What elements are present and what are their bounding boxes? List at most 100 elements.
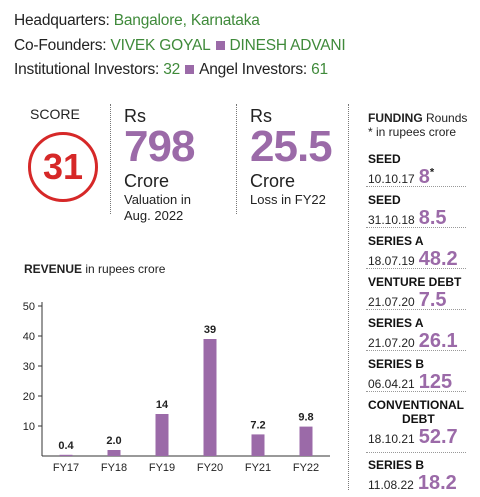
valuation-value: 798	[124, 122, 195, 171]
funding-round: SEED 10.10.17 8*	[368, 152, 434, 189]
angel-value: 61	[311, 61, 328, 78]
square-bullet-icon	[185, 64, 195, 74]
square-bullet-icon	[215, 40, 225, 50]
data-label: 9.8	[298, 412, 313, 424]
cofounders-row: Co-Founders: VIVEK GOYAL DINESH ADVANI	[14, 37, 346, 55]
round-amount: 48.2	[418, 248, 458, 270]
funding-round: SERIES A 18.07.19 48.2	[368, 234, 458, 271]
score-badge: 31	[28, 132, 98, 202]
cofounder-1: VIVEK GOYAL	[110, 37, 211, 54]
funding-subtitle: * in rupees crore	[368, 125, 457, 139]
bar	[155, 414, 169, 456]
round-amount: 125	[418, 371, 453, 393]
round-amount: 8	[418, 166, 430, 188]
round-type-2: DEBT	[402, 412, 435, 426]
x-tick-label: FY20	[197, 462, 223, 474]
separator	[366, 452, 466, 453]
loss-stat: Rs 25.5 Crore Loss in FY22	[250, 106, 333, 208]
round-type: SERIES B	[368, 458, 425, 472]
separator	[366, 268, 466, 269]
data-label: 0.4	[58, 440, 74, 452]
bar	[203, 339, 217, 456]
revenue-title-bold: REVENUE	[24, 262, 83, 276]
valuation-sub-1: Valuation in	[124, 192, 191, 207]
loss-unit: Rs	[250, 106, 272, 126]
bar	[251, 434, 265, 456]
round-type: SERIES B	[368, 357, 425, 371]
y-tick-label: 40	[23, 331, 35, 343]
score-value: 31	[42, 146, 84, 187]
funding-round: SEED 31.10.18 8.5	[368, 193, 447, 230]
round-type: VENTURE DEBT	[368, 275, 462, 289]
round-type: SEED	[368, 152, 401, 166]
y-tick-label: 50	[23, 301, 35, 313]
bar	[299, 426, 313, 456]
data-label: 2.0	[106, 435, 121, 447]
investors-row: Institutional Investors: 32 Angel Investo…	[14, 61, 328, 79]
inst-value: 32	[163, 61, 181, 78]
funding-title: FUNDING Rounds * in rupees crore	[368, 111, 467, 139]
funding-round: SERIES B 11.08.22 18.2	[368, 458, 457, 495]
round-date: 06.04.21	[368, 377, 415, 391]
round-date: 11.08.22	[368, 478, 414, 492]
inst-label: Institutional Investors:	[14, 61, 160, 78]
cofounder-2: DINESH ADVANI	[229, 37, 346, 54]
data-label: 7.2	[250, 419, 265, 431]
x-tick-label: FY21	[245, 462, 271, 474]
loss-value: 25.5	[250, 122, 333, 171]
headquarters-row: Headquarters: Bangalore, Karnataka	[14, 12, 260, 30]
round-type: CONVENTIONAL	[368, 398, 464, 412]
separator	[366, 350, 466, 351]
y-tick-label: 20	[23, 391, 35, 403]
revenue-title: REVENUE in rupees crore	[24, 262, 165, 276]
cofounders-label: Co-Founders:	[14, 37, 107, 54]
bar	[107, 450, 121, 456]
score-label: SCORE	[30, 106, 80, 122]
round-note: *	[429, 166, 435, 179]
funding-round: SERIES B 06.04.21 125	[368, 357, 452, 394]
divider	[110, 104, 111, 214]
funding-round: VENTURE DEBT 21.07.20 7.5	[368, 275, 461, 312]
x-tick-label: FY19	[149, 462, 175, 474]
round-date: 21.07.20	[368, 336, 415, 350]
funding-title-rest: Rounds	[422, 111, 468, 125]
x-tick-label: FY18	[101, 462, 127, 474]
round-type: SERIES A	[368, 234, 424, 248]
valuation-unit: Rs	[124, 106, 146, 126]
round-date: 18.07.19	[368, 254, 415, 268]
divider	[236, 104, 237, 214]
bar	[59, 454, 73, 456]
funding-round: CONVENTIONAL DEBT 18.10.21 52.7	[368, 398, 464, 449]
round-type: SEED	[368, 193, 401, 207]
round-amount: 8.5	[418, 207, 447, 229]
separator	[366, 309, 466, 310]
valuation-sub-2: Aug. 2022	[124, 208, 184, 223]
valuation-crore: Crore	[124, 171, 170, 191]
divider	[348, 104, 349, 490]
separator	[366, 391, 466, 392]
round-amount: 52.7	[418, 426, 458, 448]
funding-title-bold: FUNDING	[368, 111, 423, 125]
x-tick-label: FY22	[293, 462, 319, 474]
round-amount: 18.2	[417, 472, 457, 494]
angel-label: Angel Investors:	[199, 61, 308, 78]
round-amount: 26.1	[418, 330, 458, 352]
round-type: SERIES A	[368, 316, 424, 330]
funding-round: SERIES A 21.07.20 26.1	[368, 316, 458, 353]
round-date: 31.10.18	[368, 213, 415, 227]
y-tick-label: 30	[23, 361, 35, 373]
separator	[366, 186, 466, 187]
round-amount: 7.5	[418, 289, 447, 311]
revenue-chart: 10 20 30 40 50 0.4 FY17 2.0 FY18 14 FY19 39 FY20 7.2 F…	[23, 301, 330, 474]
round-date: 10.10.17	[368, 172, 415, 186]
valuation-stat: Rs 798 Crore Valuation in Aug. 2022	[124, 106, 195, 224]
separator	[366, 227, 466, 228]
loss-crore: Crore	[250, 171, 296, 191]
data-label: 14	[156, 399, 169, 411]
hq-label: Headquarters:	[14, 12, 110, 29]
data-label: 39	[204, 324, 216, 336]
x-tick-label: FY17	[53, 462, 79, 474]
round-date: 21.07.20	[368, 295, 415, 309]
loss-sub: Loss in FY22	[250, 192, 326, 207]
hq-value: Bangalore, Karnataka	[113, 12, 260, 29]
